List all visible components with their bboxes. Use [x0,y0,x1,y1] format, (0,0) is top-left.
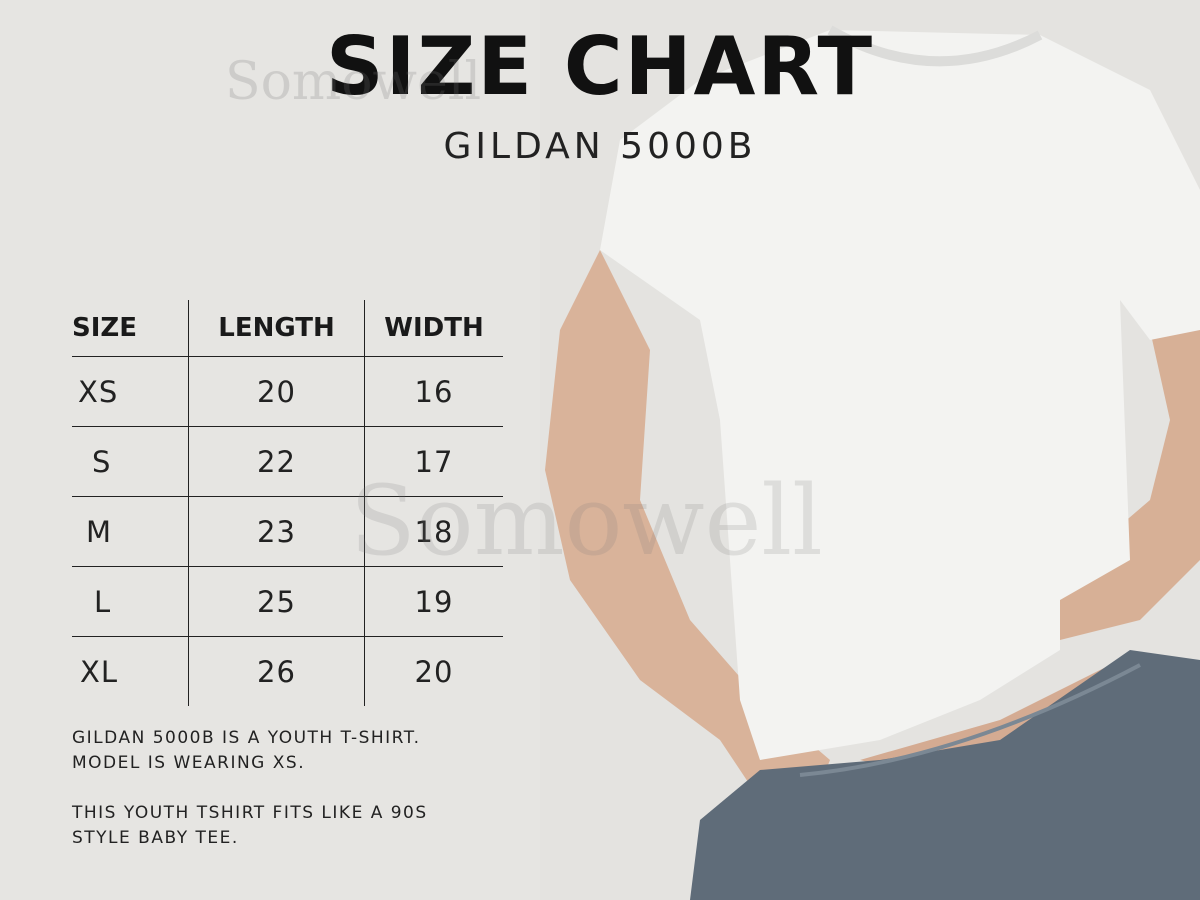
length-cell: 20 [188,356,365,427]
table-row: L 25 19 [72,566,503,637]
table-row: XL 26 20 [72,636,503,706]
table-row: XS 20 16 [72,356,503,427]
model-photo [540,0,1200,900]
left-arm [545,250,830,810]
length-cell: 26 [188,636,365,706]
jeans [690,650,1200,900]
width-cell: 17 [364,426,503,497]
size-cell: XL [72,636,189,706]
table-row: M 23 18 [72,496,503,567]
fit-notes: GILDAN 5000B IS A YOUTH T-SHIRT. MODEL IS… [72,726,428,876]
collar [827,25,1043,67]
header-length: LENGTH [188,300,365,357]
size-cell: M [72,496,189,567]
note-line: STYLE BABY TEE. [72,828,239,848]
width-cell: 18 [364,496,503,567]
note-line: MODEL IS WEARING XS. [72,753,306,773]
product-subtitle: GILDAN 5000B [443,126,757,167]
right-arm [1030,320,1200,640]
header-width: WIDTH [364,300,503,357]
size-cell: L [72,566,189,637]
width-cell: 16 [364,356,503,427]
length-cell: 23 [188,496,365,567]
watermark-logo: Somowell [225,52,482,112]
width-cell: 19 [364,566,503,637]
length-cell: 25 [188,566,365,637]
size-table: SIZE LENGTH WIDTH XS 20 16 S 22 17 M 23 … [72,300,503,706]
size-cell: S [72,426,189,497]
table-row: S 22 17 [72,426,503,497]
watermark-logo-center: Somowell [350,465,823,577]
table-header-row: SIZE LENGTH WIDTH [72,300,503,357]
width-cell: 20 [364,636,503,706]
header-size: SIZE [72,313,138,343]
size-cell: XS [72,356,189,427]
page-title: SIZE CHART [325,20,875,113]
midriff [860,660,1140,770]
note-line: THIS YOUTH TSHIRT FITS LIKE A 90S [72,803,428,823]
note-line: GILDAN 5000B IS A YOUTH T-SHIRT. [72,728,421,748]
length-cell: 22 [188,426,365,497]
tshirt [600,30,1200,760]
